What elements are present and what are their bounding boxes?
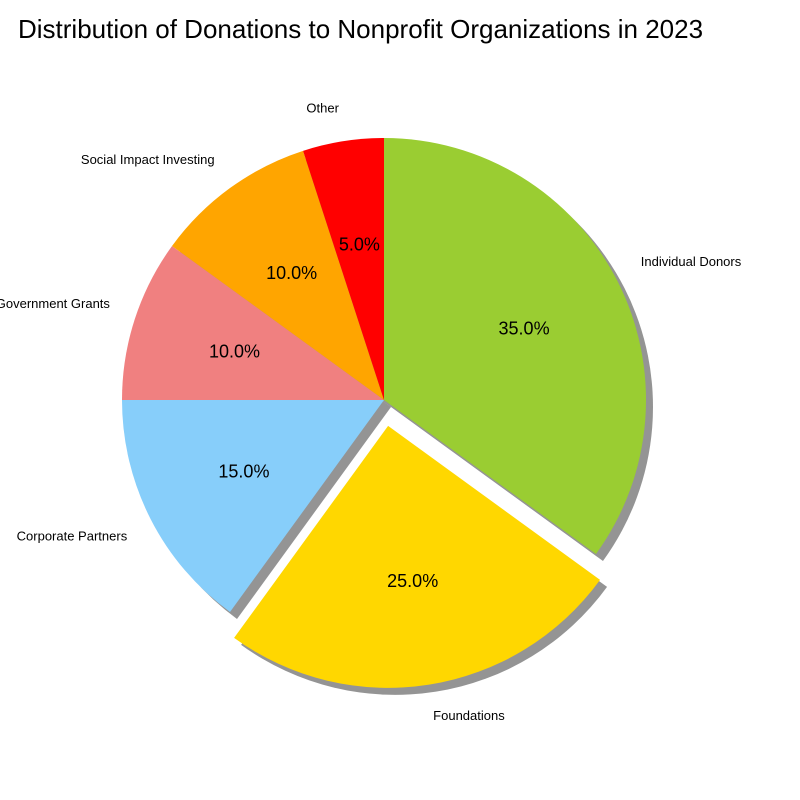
- slice-corporate-partners: [122, 400, 384, 612]
- slice-other: [303, 138, 384, 400]
- pie-slice-layer: [122, 138, 646, 688]
- value-label-individual-donors: 35.0%: [499, 319, 550, 339]
- category-label-corporate-partners: Corporate Partners: [17, 528, 128, 543]
- value-label-corporate-partners: 15.0%: [218, 461, 269, 481]
- value-label-other: 5.0%: [339, 235, 380, 255]
- slice-individual-donors: [384, 138, 646, 554]
- category-label-social-impact-investing: Social Impact Investing: [81, 152, 215, 167]
- slice-foundations: [234, 425, 601, 688]
- category-label-other: Other: [306, 100, 339, 115]
- value-label-government-grants: 10.0%: [209, 341, 260, 361]
- value-label-social-impact-investing: 10.0%: [266, 263, 317, 283]
- slice-government-grants: [122, 246, 384, 400]
- value-label-foundations: 25.0%: [387, 571, 438, 591]
- category-label-government-grants: Government Grants: [0, 296, 110, 311]
- category-label-foundations: Foundations: [433, 708, 505, 723]
- category-label-individual-donors: Individual Donors: [641, 254, 742, 269]
- slice-social-impact-investing: [172, 150, 384, 400]
- chart-title: Distribution of Donations to Nonprofit O…: [18, 14, 704, 44]
- pie-label-layer: Individual Donors 35.0% Foundations 25.0% Co…: [0, 100, 742, 723]
